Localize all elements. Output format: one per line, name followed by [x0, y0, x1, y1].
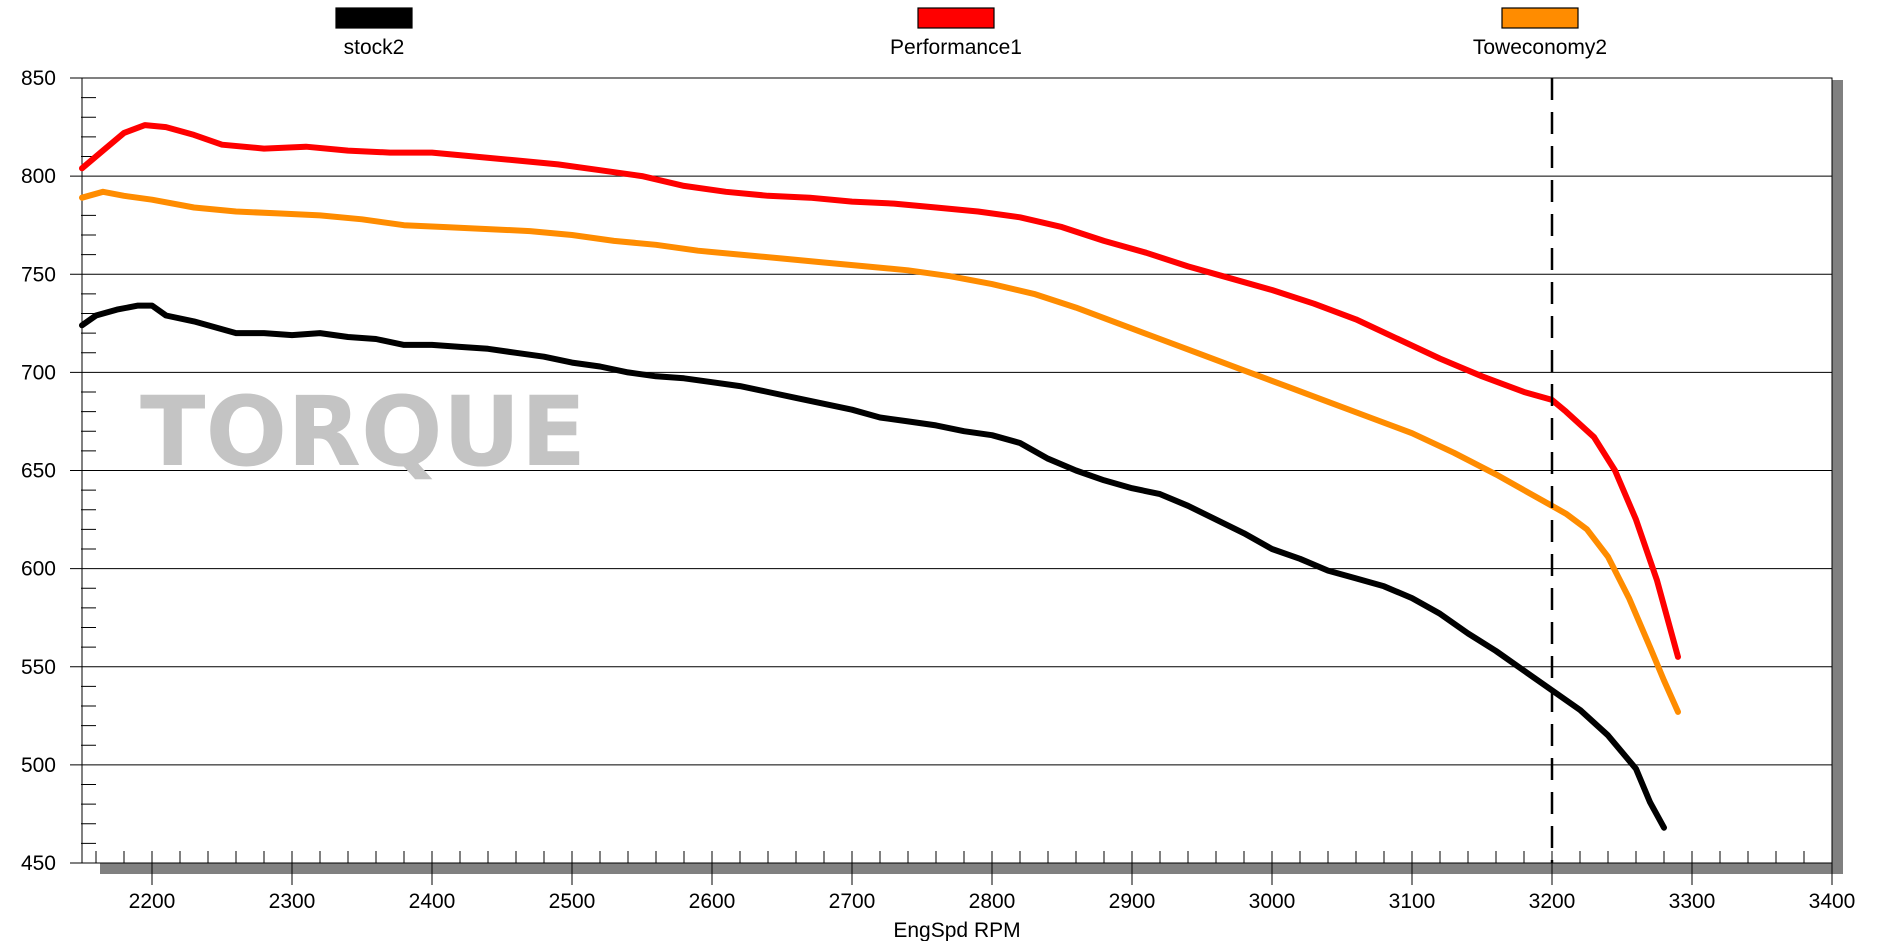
plot-frame-shadow-right — [1832, 80, 1843, 863]
plot-frame-shadow-bottom — [100, 863, 1843, 874]
y-tick-label: 450 — [21, 852, 56, 875]
legend-label-performance1: Performance1 — [890, 36, 1022, 59]
x-tick-label: 3400 — [1809, 890, 1856, 913]
y-tick-label: 700 — [21, 361, 56, 384]
legend-label-stock2: stock2 — [344, 36, 405, 59]
y-tick-label: 800 — [21, 165, 56, 188]
x-tick-label: 3000 — [1249, 890, 1296, 913]
legend: stock2 Performance1 Toweconomy2 — [335, 7, 1607, 59]
legend-swatch-stock2 — [335, 7, 413, 29]
legend-swatch-toweconomy2 — [1501, 7, 1579, 29]
x-tick-label: 3300 — [1669, 890, 1716, 913]
y-tick-label: 600 — [21, 558, 56, 581]
x-tick-label: 2600 — [689, 890, 736, 913]
y-tick-label: 750 — [21, 263, 56, 286]
x-tick-label: 3200 — [1529, 890, 1576, 913]
series-line-toweconomy2 — [79, 188, 1681, 715]
y-axis-ticks: 450 500 550 600 650 700 750 800 850 — [21, 67, 82, 875]
legend-swatch-performance1 — [917, 7, 995, 29]
y-tick-label: 550 — [21, 656, 56, 679]
y-tick-label: 650 — [21, 460, 56, 483]
x-axis-title: EngSpd RPM — [893, 919, 1020, 941]
x-axis-ticks: 2200 2300 2400 2500 2600 2700 2800 2900 3000 3100… — [95, 851, 1856, 913]
x-tick-label: 2700 — [829, 890, 876, 913]
y-tick-label: 500 — [21, 754, 56, 777]
x-tick-label: 2300 — [269, 890, 316, 913]
legend-label-toweconomy2: Toweconomy2 — [1473, 36, 1607, 59]
x-tick-label: 2200 — [129, 890, 176, 913]
x-tick-label: 3100 — [1389, 890, 1436, 913]
series-lines — [79, 122, 1681, 831]
x-tick-label: 2500 — [549, 890, 596, 913]
x-tick-label: 2900 — [1109, 890, 1156, 913]
series-line-performance1 — [79, 122, 1681, 660]
y-tick-label: 850 — [21, 67, 56, 90]
series-line-stock2 — [79, 302, 1667, 831]
y-minor-ticks — [81, 97, 96, 844]
watermark-title: TORQUE — [140, 376, 586, 488]
x-tick-label: 2400 — [409, 890, 456, 913]
x-tick-label: 2800 — [969, 890, 1016, 913]
